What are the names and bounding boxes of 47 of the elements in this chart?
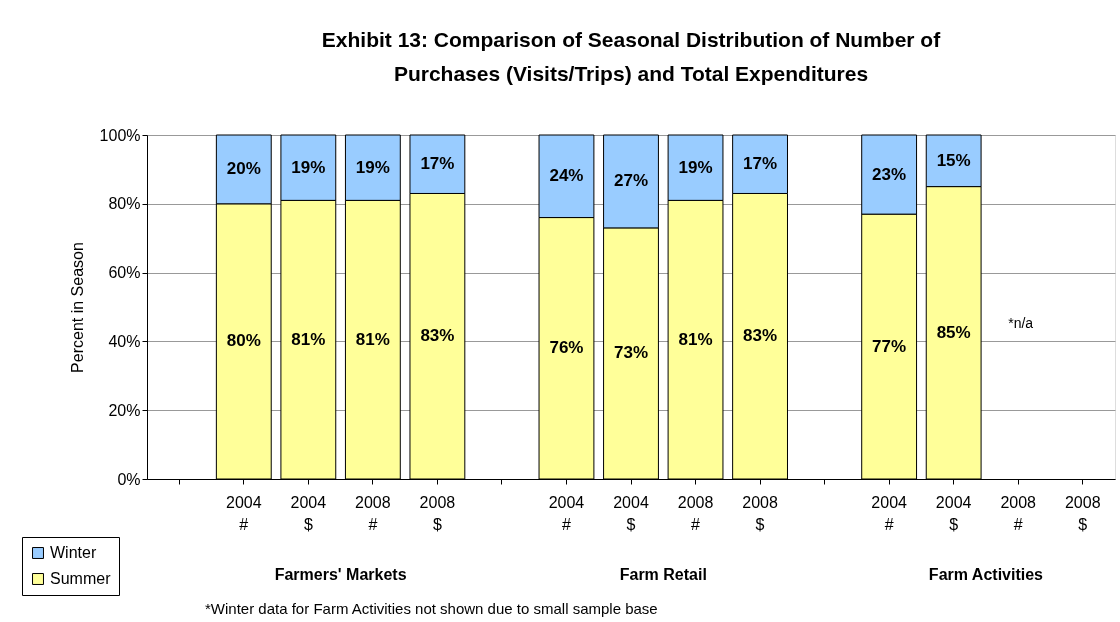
x-tick-label: 2008 #	[677, 493, 714, 533]
data-label: 17%	[420, 154, 455, 174]
data-label: 80%	[226, 331, 261, 351]
y-axis-title: Percent in Season	[68, 242, 86, 373]
data-label: 85%	[936, 322, 971, 342]
x-tick-label: 2004 $	[290, 493, 327, 533]
x-tick-label: 2004 #	[548, 493, 585, 533]
x-tick-label: 2008 $	[742, 493, 778, 533]
data-label: 83%	[420, 326, 455, 346]
data-label: 19%	[355, 157, 390, 177]
x-tick-label: 2008 $	[419, 493, 456, 533]
data-label: 73%	[613, 343, 649, 363]
data-label: 19%	[291, 157, 326, 177]
x-tick-label: 2008 #	[1000, 493, 1037, 533]
x-tick-label: 2004 #	[226, 493, 262, 533]
y-tick-label: 20%	[108, 401, 141, 419]
data-label: 83%	[743, 326, 778, 346]
y-tick-label: 0%	[117, 470, 141, 488]
data-label: 81%	[678, 329, 713, 349]
text: Farm Retail	[619, 566, 707, 583]
text: Farmers' Markets	[274, 566, 407, 583]
data-label: 15%	[936, 150, 971, 170]
y-tick-label: 100%	[99, 126, 141, 144]
annotation: *n/a	[1008, 315, 1034, 332]
legend-label: Winter	[50, 544, 97, 561]
x-tick-label: 2008 #	[355, 493, 391, 533]
data-label: 77%	[872, 336, 907, 356]
x-tick-label: 2008 $	[1064, 493, 1101, 533]
data-label: 17%	[743, 154, 778, 174]
y-tick-label: 80%	[108, 195, 141, 213]
data-label: 76%	[549, 338, 584, 358]
y-tick-label: 40%	[108, 332, 141, 350]
data-label: 24%	[549, 166, 584, 186]
data-label: 19%	[678, 157, 713, 177]
data-label: 81%	[291, 329, 326, 349]
chart-title: Exhibit 13: Comparison of Seasonal Distribution of Number of Purchases (Visits/Trips) and Total Expenditures	[321, 28, 942, 85]
text: *Winter data for Farm Activities not shown due to small sample base	[205, 600, 658, 617]
data-label: 23%	[872, 164, 907, 184]
legend-label: Summer	[50, 570, 112, 587]
x-tick-label: 2004 $	[613, 493, 649, 533]
text: Farm Activities	[928, 566, 1044, 583]
x-tick-label: 2004 #	[871, 493, 908, 533]
data-label: 27%	[613, 171, 649, 191]
x-tick-label: 2004 $	[935, 493, 972, 533]
data-label: 81%	[355, 329, 390, 349]
data-label: 20%	[226, 159, 261, 179]
y-tick-label: 60%	[108, 264, 141, 282]
